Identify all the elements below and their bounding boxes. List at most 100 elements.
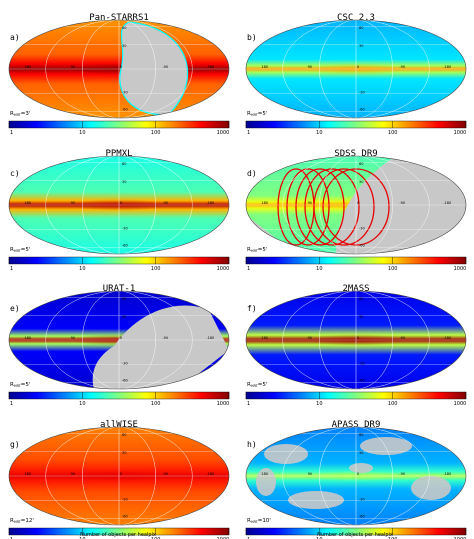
- resolution-subscript: HRT: [251, 384, 259, 388]
- colorbar-tick-label: 1: [10, 130, 13, 136]
- resolution-label: RHRT=3': [10, 111, 30, 117]
- grid-label-lon: 0: [357, 336, 359, 340]
- grid-label-lat: 60: [359, 26, 363, 30]
- grid-label-lon: 90: [71, 472, 75, 476]
- grid-label-lon: 90: [308, 472, 312, 476]
- grid-label-lon: -180: [206, 472, 214, 476]
- colorbar-tick-label: 1000: [454, 401, 467, 407]
- colorbar-tick-label: 10: [316, 537, 322, 539]
- resolution-value: =5': [21, 382, 31, 388]
- grid-label-lon: -180: [443, 201, 451, 205]
- resolution-symbol: R: [247, 518, 251, 524]
- colorbar-tick-label: 100: [151, 401, 161, 407]
- grid-label-lon: -90: [162, 65, 168, 69]
- grid-label-lon: 0: [357, 472, 359, 476]
- colorbar-tick-label: 1000: [217, 537, 230, 539]
- grid-label-lat: -60: [122, 244, 128, 248]
- map-outline: [245, 19, 467, 119]
- grid-label-lon: 0: [120, 65, 122, 69]
- resolution-subscript: HRT: [14, 520, 22, 524]
- colorbar: [245, 256, 467, 265]
- grid-label-lat: 60: [359, 433, 363, 437]
- colorbar-tick-label: 10: [79, 401, 85, 407]
- colorbar-tick-label: 1: [10, 401, 13, 407]
- grid-label-lat: 60: [122, 433, 126, 437]
- grid-label-lat: 60: [359, 297, 363, 301]
- panel-title: CSC 2.3: [337, 13, 375, 23]
- grid-label-lat: -30: [122, 498, 128, 502]
- colorbar-tick-label: 1: [247, 401, 250, 407]
- grid-label-lat: 30: [359, 451, 363, 455]
- colorbar-tick-label: 100: [388, 266, 398, 272]
- panel-b: CSC 2.3 180 90 0 -90 -180 60 30 -30 -60 b) RHRT=5' 1…: [245, 13, 467, 136]
- grid-label-lon: 90: [308, 201, 312, 205]
- panel-title: URAT-1: [103, 284, 136, 294]
- grid-label-lat: -60: [122, 379, 128, 383]
- grid-label-lon: 90: [308, 336, 312, 340]
- grid-label-lon: -90: [399, 201, 405, 205]
- resolution-label: RHRT=5': [247, 247, 267, 253]
- resolution-subscript: HRT: [14, 249, 22, 253]
- colorbar-tick-label: 1: [247, 130, 250, 136]
- grid-label-lat: 30: [359, 180, 363, 184]
- colorbar-tick-label: 1000: [454, 130, 467, 136]
- map-outline: [8, 155, 230, 255]
- grid-label-lat: 30: [122, 451, 126, 455]
- grid-label-lat: -30: [359, 91, 365, 95]
- grid-label-lat: 30: [359, 44, 363, 48]
- masked-patch: [349, 463, 373, 473]
- grid-label-lat: -60: [359, 379, 365, 383]
- grid-label-lon: -90: [399, 65, 405, 69]
- grid-label-lat: -30: [122, 227, 128, 231]
- resolution-value: =5': [258, 247, 268, 253]
- grid-label-lat: -30: [359, 362, 365, 366]
- resolution-value: =5': [258, 111, 268, 117]
- resolution-value: =3': [21, 111, 31, 117]
- panel-a: Pan-STARRS1 180 90 0 -90 -180 60 30 -30 -60 a) RHRT…: [8, 13, 230, 136]
- grid-label-lon: 180: [261, 65, 268, 69]
- grid-label-lon: -180: [443, 336, 451, 340]
- grid-label-lon: 180: [24, 336, 31, 340]
- grid-label-lat: -60: [359, 108, 365, 112]
- resolution-subscript: HRT: [251, 113, 259, 117]
- colorbar-tick-label: 1: [247, 537, 250, 539]
- resolution-value: =5': [258, 382, 268, 388]
- grid-label-lon: 180: [24, 65, 31, 69]
- colorbar-tick-label: 10: [79, 130, 85, 136]
- colorbar-tick-label: 1000: [217, 401, 230, 407]
- grid-label-lat: -60: [359, 244, 365, 248]
- grid-label-lat: 60: [122, 26, 126, 30]
- colorbar-tick-label: 100: [388, 537, 398, 539]
- colorbar-tick-label: 10: [316, 266, 322, 272]
- resolution-label: RHRT=5': [10, 382, 30, 388]
- panel-label: d): [247, 169, 257, 178]
- map-outline: [245, 426, 467, 526]
- colorbar-tick-label: 100: [151, 130, 161, 136]
- masked-patch: [360, 437, 412, 455]
- masked-patch: [288, 491, 344, 509]
- colorbar-tick-label: 100: [388, 401, 398, 407]
- resolution-symbol: R: [10, 247, 14, 253]
- grid-label-lat: -30: [122, 362, 128, 366]
- grid-label-lon: 0: [357, 65, 359, 69]
- colorbar: [245, 120, 467, 129]
- stripe-arc: [313, 168, 375, 246]
- grid-label-lat: -60: [122, 108, 128, 112]
- grid-label-lat: 30: [122, 44, 126, 48]
- grid-label-lon: -90: [162, 472, 168, 476]
- resolution-subscript: HRT: [251, 520, 259, 524]
- colorbar-tick-label: 1000: [217, 266, 230, 272]
- resolution-symbol: R: [10, 111, 14, 117]
- colorbar-tick-label: 1000: [217, 130, 230, 136]
- resolution-subscript: HRT: [14, 113, 22, 117]
- colorbar-tick-label: 10: [316, 401, 322, 407]
- grid-label-lat: 60: [359, 162, 363, 166]
- masked-patch: [256, 468, 276, 496]
- panel-label: a): [10, 33, 20, 42]
- grid-label-lon: 90: [308, 65, 312, 69]
- resolution-symbol: R: [10, 382, 14, 388]
- resolution-label: RHRT=12': [10, 518, 34, 524]
- panel-title: PPMXL: [105, 149, 132, 159]
- resolution-value: =12': [21, 518, 34, 524]
